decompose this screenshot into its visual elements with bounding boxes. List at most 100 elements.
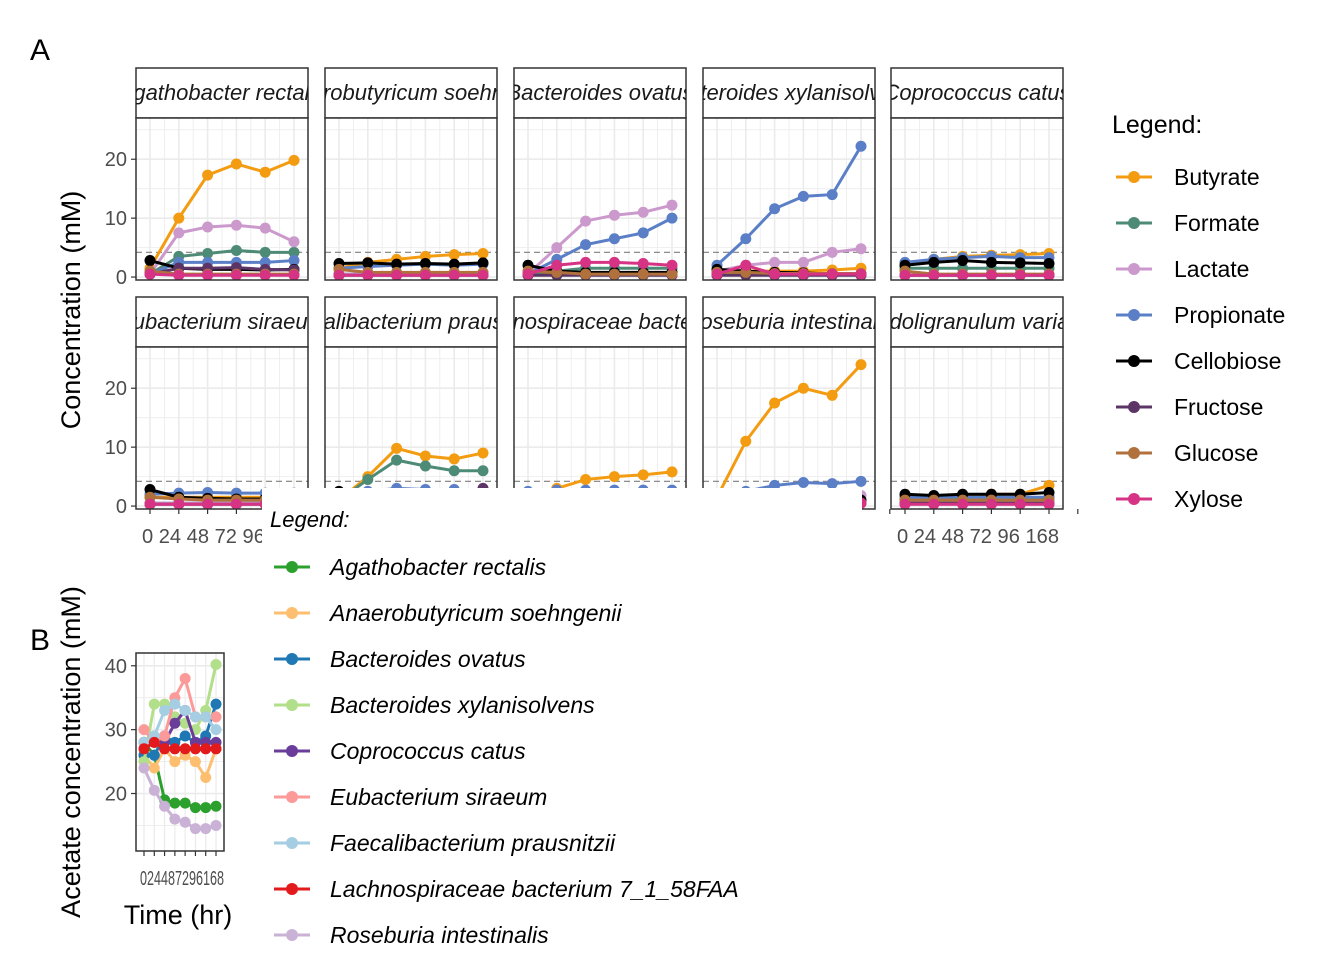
- acetate-point: [200, 802, 212, 814]
- acetate-point: [148, 784, 160, 796]
- facet-1: Agathobacter rectalis 0 10 20: [105, 67, 309, 289]
- data-point-xylose: [391, 269, 403, 280]
- acetate-point: [189, 756, 201, 768]
- data-point-formate: [259, 246, 271, 258]
- data-point-xylose: [608, 256, 620, 268]
- data-point-xylose: [202, 498, 214, 509]
- data-point-cellobiose: [477, 257, 489, 269]
- data-point-lactate: [826, 246, 838, 258]
- data-point-formate: [419, 460, 431, 472]
- data-point-glucose: [580, 268, 592, 280]
- data-point-glucose: [637, 268, 649, 280]
- y-tick-label: 10: [105, 208, 127, 230]
- acetate-point: [159, 730, 171, 742]
- data-point-xylose: [985, 498, 997, 509]
- data-point-lactate: [797, 256, 809, 268]
- data-point-formate: [362, 474, 374, 486]
- data-point-xylose: [1043, 269, 1055, 280]
- data-point-lactate: [580, 215, 592, 227]
- data-point-xylose: [928, 498, 940, 509]
- facet-grid: [325, 347, 497, 509]
- legend-label: Eubacterium siraeum: [330, 784, 547, 810]
- panel-b-y-axis-title: Acetate concentration (mM): [56, 586, 86, 918]
- legend-key-point: [286, 929, 298, 941]
- data-point-propionate: [797, 190, 809, 202]
- data-point-xylose: [259, 269, 271, 280]
- data-point-xylose: [362, 269, 374, 280]
- facet-border: [702, 117, 876, 281]
- data-point-propionate: [740, 233, 752, 245]
- data-point-xylose: [769, 268, 781, 280]
- data-point-cellobiose: [448, 258, 460, 270]
- facet-series: [333, 247, 489, 280]
- data-point-xylose: [448, 269, 460, 280]
- legend-key-point: [1128, 171, 1140, 183]
- data-point-butyrate: [477, 247, 489, 259]
- y-tick-label: 20: [105, 378, 127, 400]
- data-point-butyrate: [477, 447, 489, 459]
- facet-strip: [135, 296, 309, 348]
- facet-strip: [513, 67, 687, 119]
- data-point-butyrate: [259, 166, 271, 178]
- acetate-point: [138, 724, 150, 736]
- legend-key-point: [1128, 263, 1140, 275]
- facet-strip: [135, 67, 309, 119]
- facet-strip-label: Bacteroides ovatus: [506, 80, 693, 105]
- y-tick-label: 30: [105, 720, 127, 742]
- data-point-butyrate: [740, 435, 752, 447]
- acetate-point: [148, 749, 160, 761]
- data-point-xylose: [711, 268, 723, 280]
- data-point-xylose: [144, 498, 156, 509]
- facet-border: [135, 346, 309, 510]
- facet-strip: [324, 67, 498, 119]
- series-line-xylose: [149, 272, 294, 277]
- data-point-butyrate: [448, 453, 460, 465]
- legend-key-point: [286, 561, 298, 573]
- acetate-point: [159, 743, 171, 755]
- data-point-lactate: [202, 221, 214, 233]
- legend-label: Propionate: [1174, 302, 1285, 328]
- facet-strip-label: Roseburia intestinalis: [684, 309, 893, 334]
- legend-label: Xylose: [1174, 486, 1243, 512]
- facet-strip-label: Eubacterium siraeum: [118, 309, 326, 334]
- data-point-butyrate: [769, 397, 781, 409]
- legend-analytes-title: Legend:: [1112, 111, 1202, 139]
- data-point-cellobiose: [957, 255, 969, 267]
- data-point-butyrate: [230, 158, 242, 170]
- data-point-cellobiose: [144, 255, 156, 267]
- legend-key-point: [286, 745, 298, 757]
- data-point-butyrate: [608, 471, 620, 483]
- data-point-xylose: [928, 269, 940, 280]
- data-point-formate: [391, 454, 403, 466]
- acetate-point: [189, 711, 201, 723]
- data-point-formate: [448, 465, 460, 477]
- data-point-propionate: [855, 140, 867, 152]
- legend-label: Cellobiose: [1174, 348, 1281, 374]
- facet-border: [324, 117, 498, 281]
- facet-10: Subdoligranulum variabile 0 24 48 72 96 1…: [890, 296, 1079, 548]
- y-tick-label: 10: [105, 437, 127, 459]
- legend-label: Faecalibacterium prausnitzii: [330, 830, 616, 856]
- facet-strip-label: Coprococcus catus: [883, 80, 1070, 105]
- acetate-point: [138, 743, 150, 755]
- y-tick-label: 20: [105, 149, 127, 171]
- data-point-xylose: [957, 498, 969, 509]
- acetate-point: [210, 711, 222, 723]
- acetate-point: [169, 717, 181, 729]
- data-point-butyrate: [391, 442, 403, 454]
- facet-strip: [513, 296, 687, 348]
- data-point-propionate: [769, 203, 781, 215]
- data-point-butyrate: [202, 169, 214, 181]
- data-point-formate: [288, 246, 300, 258]
- legend-species: Legend: Agathobacter rectalis Anaerobutyr…: [262, 488, 862, 960]
- acetate-point: [189, 823, 201, 835]
- data-point-butyrate: [637, 469, 649, 481]
- legend-key-point: [1128, 447, 1140, 459]
- acetate-point: [179, 704, 191, 716]
- data-point-butyrate: [666, 466, 678, 478]
- acetate-point: [159, 800, 171, 812]
- panel-a-y-axis-title: Concentration (mM): [56, 191, 86, 430]
- data-point-glucose: [666, 268, 678, 280]
- acetate-point: [169, 743, 181, 755]
